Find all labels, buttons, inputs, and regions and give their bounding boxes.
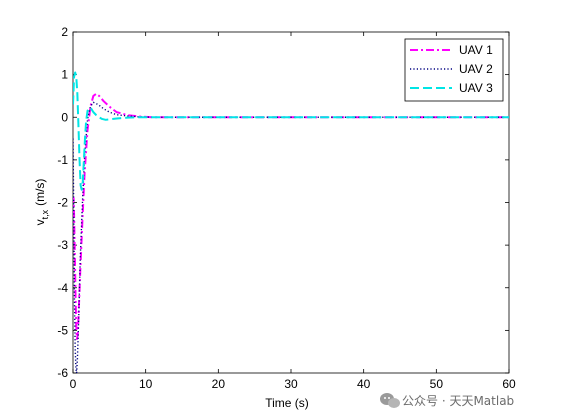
x-tick-labels: 0 10 20 30 40 50 60 (70, 377, 516, 391)
legend-label-3: UAV 3 (459, 81, 493, 95)
x-axis-label: Time (s) (265, 396, 309, 410)
y-tick-label: -2 (57, 196, 68, 210)
x-tick-label: 60 (502, 377, 516, 391)
y-tick-labels: -6 -5 -4 -3 -2 -1 0 1 2 (57, 25, 68, 380)
y-tick-label: -1 (57, 153, 68, 167)
legend-label-1: UAV 1 (459, 43, 493, 57)
legend: UAV 1 UAV 2 UAV 3 (404, 38, 504, 102)
x-tick-label: 50 (430, 377, 444, 391)
y-axis-label: vt,x (m/s) (33, 179, 50, 226)
svg-text:vt,x(m/s): vt,x (m/s) (33, 179, 50, 226)
x-tick-label: 0 (70, 377, 77, 391)
y-tick-label: -3 (57, 238, 68, 252)
x-tick-label: 20 (212, 377, 226, 391)
y-tick-label: -5 (57, 323, 68, 337)
tick-marks (72, 31, 510, 374)
y-tick-label: -6 (57, 366, 68, 380)
y-axis-label-subscript: t,x (40, 209, 50, 219)
x-tick-label: 10 (139, 377, 153, 391)
y-tick-label: 1 (61, 68, 68, 82)
wechat-icon (380, 393, 400, 408)
y-axis-label-main: v (33, 219, 47, 225)
watermark-text: 公众号 · 天天Matlab (402, 394, 514, 408)
legend-label-2: UAV 2 (459, 62, 493, 76)
y-axis-label-unit: (m/s) (33, 179, 47, 206)
x-tick-label: 30 (284, 377, 298, 391)
y-tick-label: -4 (57, 281, 68, 295)
series-line-3 (73, 71, 509, 191)
y-tick-label: 2 (61, 25, 68, 39)
y-tick-label: 0 (61, 110, 68, 124)
watermark: 公众号 · 天天Matlab (380, 393, 514, 408)
series-line-2 (73, 101, 509, 373)
x-tick-label: 40 (357, 377, 371, 391)
series-layer (73, 71, 509, 373)
